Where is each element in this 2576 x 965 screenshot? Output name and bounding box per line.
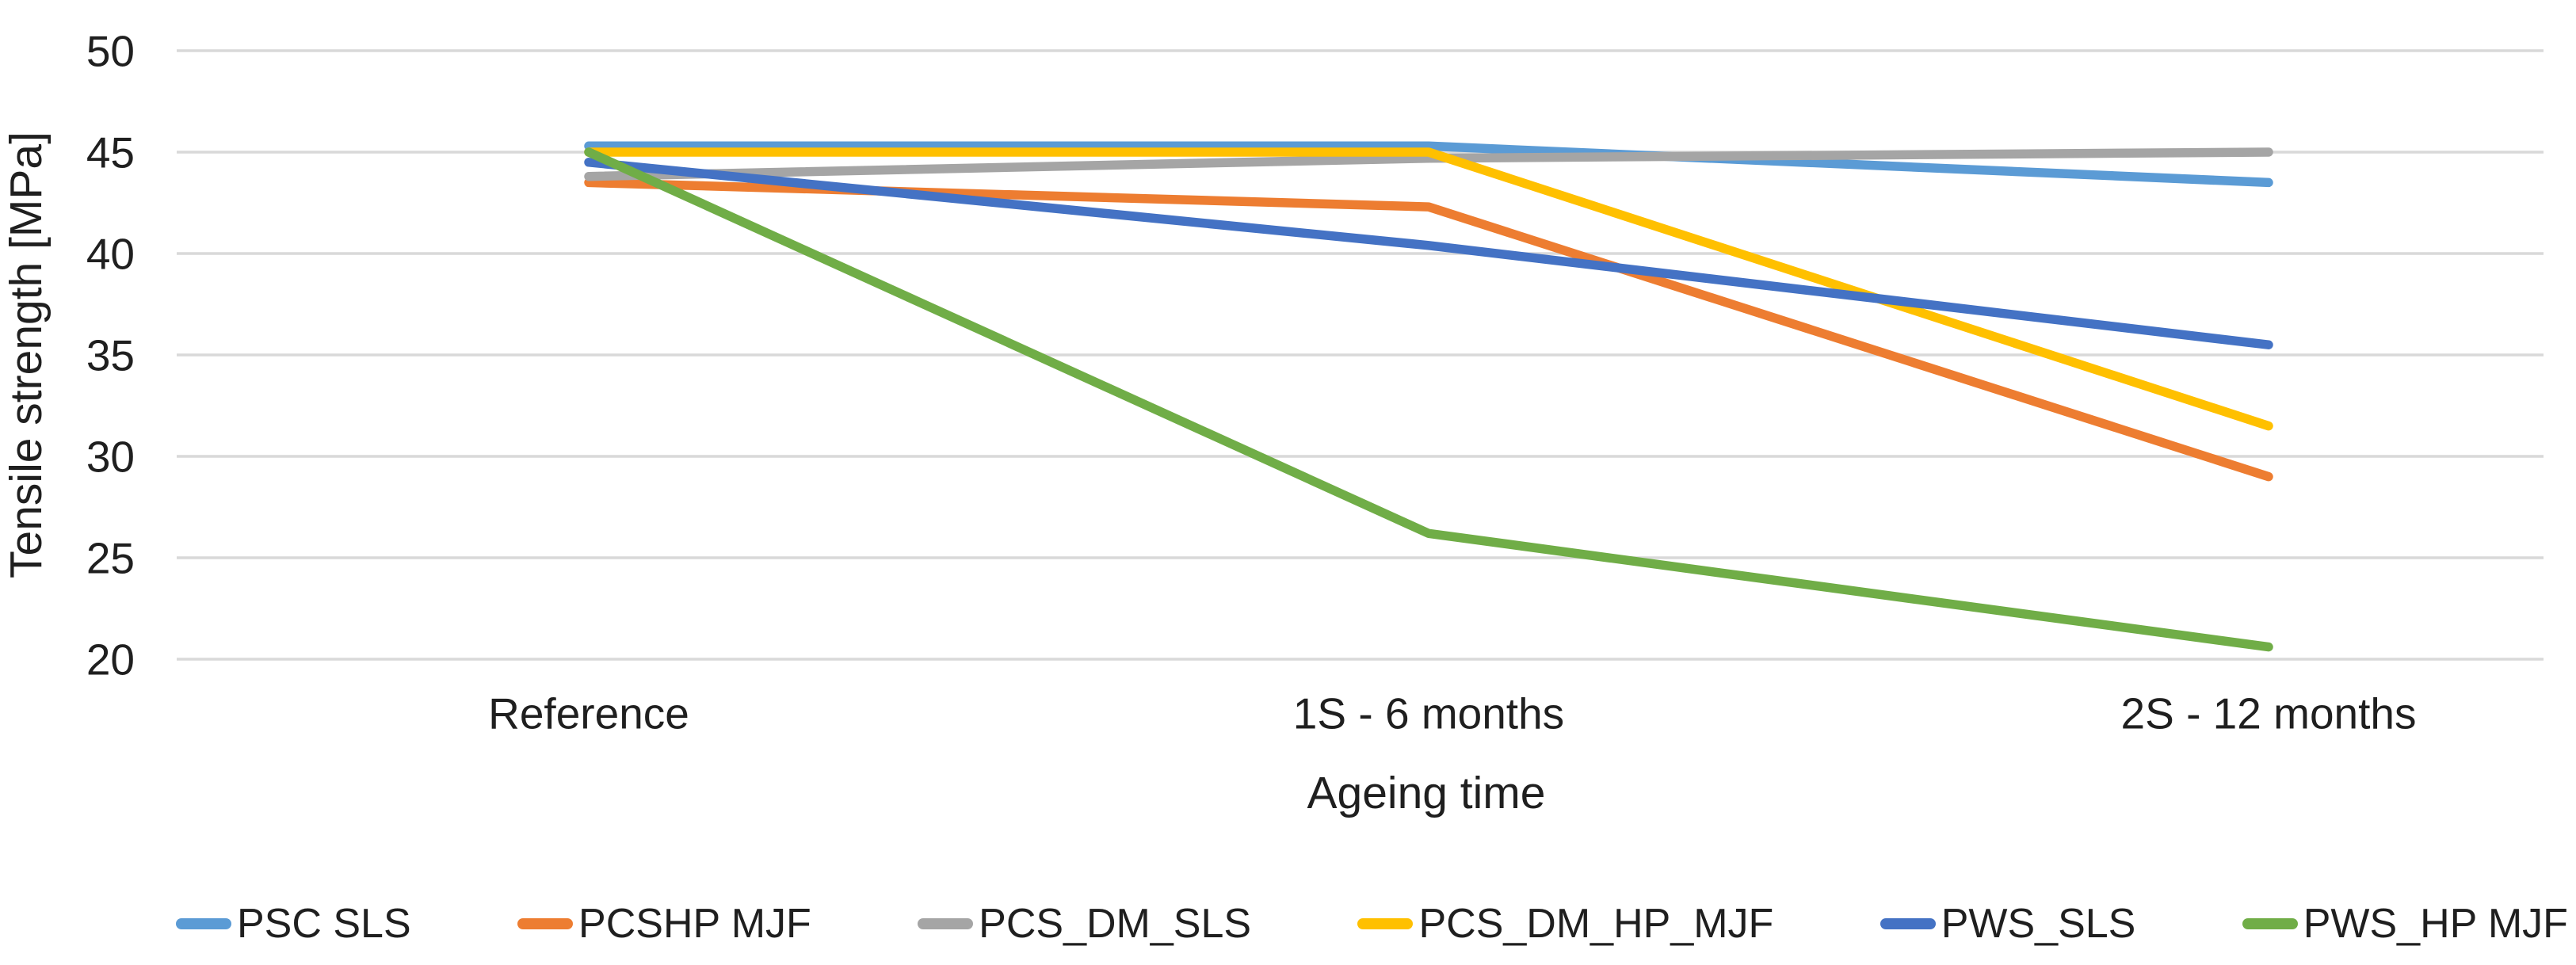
x-tick-label-2: 1S - 6 months — [1293, 688, 1564, 738]
y-axis-tick-labels: 50 45 40 35 30 25 20 — [86, 26, 135, 684]
x-axis-title: Ageing time — [1307, 768, 1545, 818]
y-tick-label-25: 25 — [86, 533, 135, 582]
legend-item-psc-sls: PSC SLS — [176, 903, 411, 944]
series-line-pws-sls — [584, 158, 2273, 349]
y-tick-label-30: 30 — [86, 432, 135, 481]
y-tick-label-50: 50 — [86, 26, 135, 75]
legend-label: PCS_DM_HP_MJF — [1418, 901, 1774, 947]
legend-line-marker-icon — [2242, 918, 2298, 929]
legend-label: PWS_SLS — [1941, 901, 2136, 947]
legend-label: PWS_HP MJF — [2303, 901, 2568, 947]
y-tick-label-40: 40 — [86, 229, 135, 278]
chart-legend: PSC SLS PCSHP MJF PCS_DM_SLS PCS_DM_HP_MJF P… — [176, 892, 2568, 955]
legend-line-marker-icon — [1880, 918, 1936, 929]
legend-line-marker-icon — [176, 918, 231, 929]
legend-item-pcs-dm-hp-mjf: PCS_DM_HP_MJF — [1357, 903, 1773, 944]
x-tick-label-3: 2S - 12 months — [2121, 688, 2417, 738]
legend-label: PCSHP MJF — [578, 901, 811, 947]
legend-line-marker-icon — [1357, 918, 1414, 929]
series-line-pcshp-mjf — [584, 177, 2273, 482]
series-line-psc-sls — [584, 141, 2273, 188]
series-line-pws-hp-mjf — [584, 147, 2273, 652]
series-line-pcs-dm-hp-mjf — [584, 147, 2273, 431]
legend-line-marker-icon — [918, 918, 974, 929]
x-tick-label-1: Reference — [488, 688, 689, 738]
legend-item-pcshp-mjf: PCSHP MJF — [517, 903, 811, 944]
y-tick-label-35: 35 — [86, 330, 135, 380]
legend-label: PCS_DM_SLS — [979, 901, 1252, 947]
y-tick-label-45: 45 — [86, 128, 135, 177]
legend-item-pws-sls: PWS_SLS — [1880, 901, 2136, 947]
y-axis-title: Tensile strength [MPa] — [1, 132, 52, 578]
series-line-pcs-dm-sls — [584, 147, 2273, 181]
legend-item-pcs-dm-sls: PCS_DM_SLS — [918, 903, 1251, 944]
y-tick-label-20: 20 — [86, 635, 135, 684]
legend-item-pws-hp-mjf: PWS_HP MJF — [2242, 903, 2568, 944]
gridlines — [177, 49, 2544, 661]
x-axis-tick-labels: Reference 1S - 6 months 2S - 12 months — [488, 688, 2416, 738]
data-series-lines — [584, 141, 2273, 652]
legend-line-marker-icon — [517, 918, 574, 929]
legend-label: PSC SLS — [237, 901, 411, 947]
